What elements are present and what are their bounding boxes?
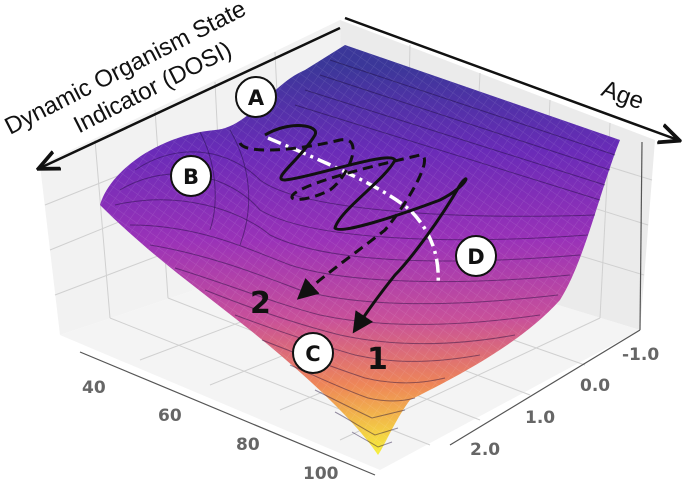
trajectory-2-label: 2	[250, 286, 271, 321]
age-axis-title: Age	[598, 75, 647, 115]
y-tick-1: 1.0	[525, 408, 555, 428]
trajectory-2	[238, 138, 426, 300]
marker-a: A	[235, 76, 277, 118]
age-axis-arrow	[344, 16, 678, 140]
y-tick-neg1: -1.0	[622, 345, 659, 365]
marker-c: C	[292, 332, 334, 374]
y-tick-2: 2.0	[470, 440, 500, 460]
svg-text:B: B	[183, 165, 199, 189]
x-tick-60: 60	[158, 406, 182, 426]
trajectory-1-label: 1	[367, 342, 388, 377]
dosi-axis-arrow	[40, 26, 341, 168]
marker-d: D	[455, 235, 497, 277]
y-tick-0: 0.0	[580, 376, 610, 396]
svg-text:C: C	[305, 342, 320, 366]
x-axis: 40 60 80 100	[79, 351, 376, 481]
x-tick-40: 40	[82, 378, 106, 398]
y-axis: -1.0 0.0 1.0 2.0	[449, 141, 659, 460]
svg-text:D: D	[467, 245, 484, 269]
svg-text:A: A	[248, 86, 265, 110]
x-tick-100: 100	[303, 464, 339, 481]
marker-b: B	[170, 155, 212, 197]
trajectory-1	[264, 124, 468, 334]
separatrix-curve	[267, 136, 440, 286]
x-tick-80: 80	[236, 435, 260, 455]
